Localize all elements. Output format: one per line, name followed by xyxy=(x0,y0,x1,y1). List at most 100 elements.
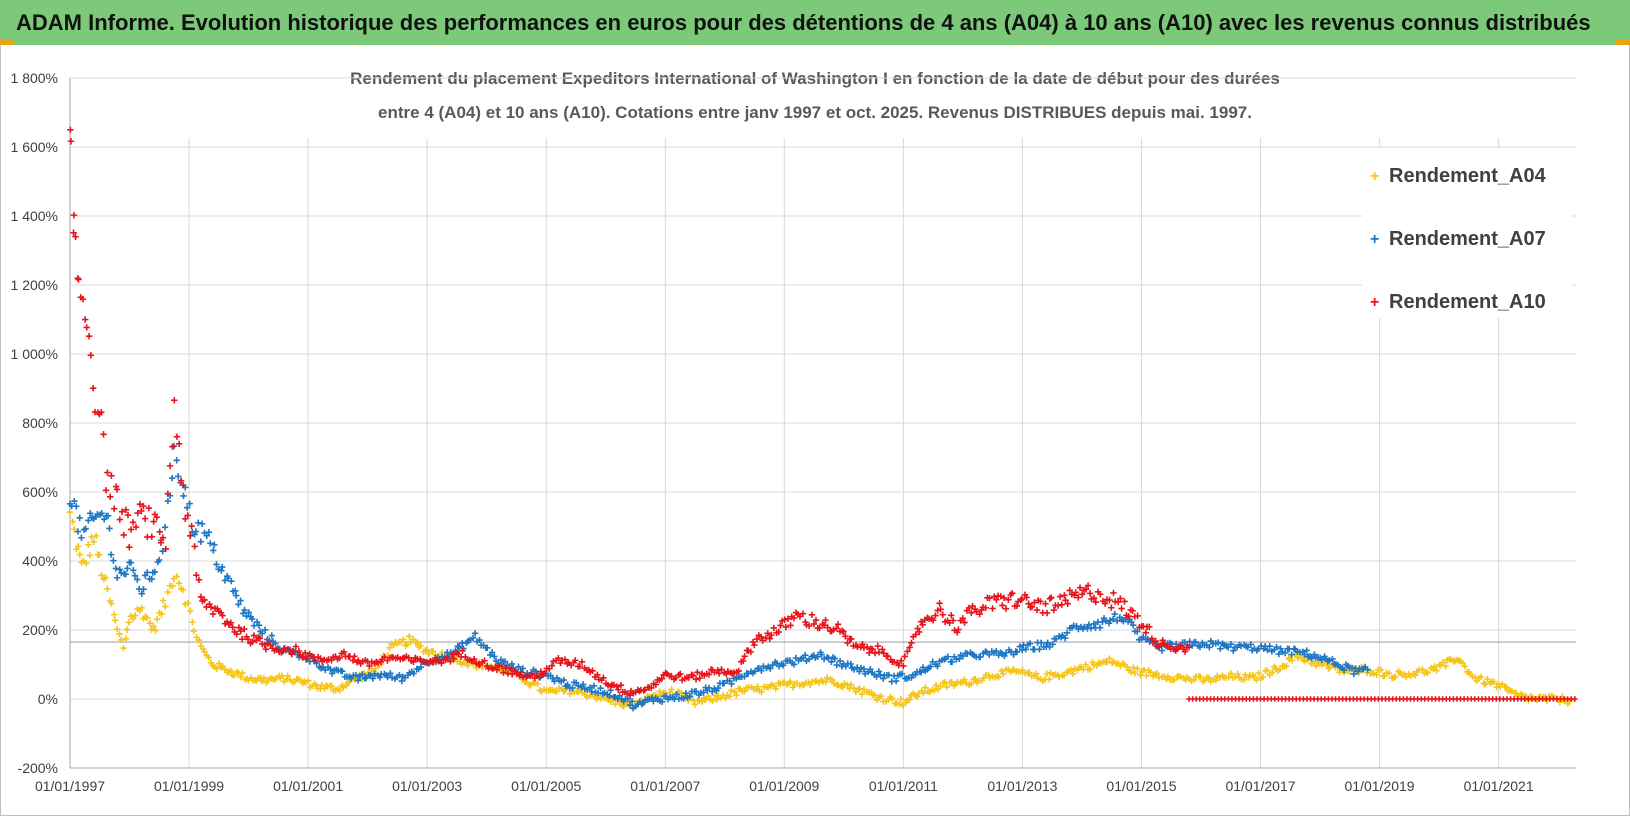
point-rendement-a10 xyxy=(517,669,525,676)
point-rendement-a10 xyxy=(108,472,115,479)
point-rendement-a10 xyxy=(447,658,454,665)
point-rendement-a10 xyxy=(787,622,794,629)
point-rendement-a07 xyxy=(682,689,690,697)
point-rendement-a10 xyxy=(561,656,569,663)
point-rendement-a07 xyxy=(78,534,85,541)
point-rendement-a07 xyxy=(597,684,604,692)
point-rendement-a07 xyxy=(359,671,366,678)
point-rendement-a10 xyxy=(1005,596,1012,603)
point-rendement-a04 xyxy=(98,572,105,579)
point-rendement-a07 xyxy=(1301,651,1308,658)
point-rendement-a04 xyxy=(70,526,78,533)
point-rendement-a10 xyxy=(153,514,161,521)
point-rendement-a10 xyxy=(908,639,915,647)
point-rendement-a10 xyxy=(336,654,343,662)
point-rendement-a04 xyxy=(125,619,133,626)
point-rendement-a04 xyxy=(1147,668,1154,676)
point-rendement-a07 xyxy=(456,643,463,651)
point-rendement-a10 xyxy=(1031,599,1038,606)
point-rendement-a07 xyxy=(195,519,202,526)
point-rendement-a04 xyxy=(1424,669,1431,677)
point-rendement-a10 xyxy=(548,662,556,669)
point-rendement-a04 xyxy=(93,532,100,540)
point-rendement-a07 xyxy=(302,656,310,663)
point-rendement-a04 xyxy=(131,612,139,619)
point-rendement-a10 xyxy=(572,657,579,664)
point-rendement-a04 xyxy=(1103,659,1111,666)
point-rendement-a04 xyxy=(709,697,716,705)
point-rendement-a04 xyxy=(713,696,721,703)
point-rendement-a04 xyxy=(583,693,591,701)
point-rendement-a10 xyxy=(968,609,975,616)
point-rendement-a10 xyxy=(136,501,144,508)
point-rendement-a10 xyxy=(126,544,133,551)
point-rendement-a10 xyxy=(302,649,309,657)
point-rendement-a04 xyxy=(741,687,748,695)
point-rendement-a04 xyxy=(994,672,1001,680)
point-rendement-a07 xyxy=(1044,639,1051,647)
point-rendement-a07 xyxy=(1215,639,1222,646)
point-rendement-a10 xyxy=(233,630,240,638)
point-rendement-a10 xyxy=(658,675,665,682)
point-rendement-a04 xyxy=(336,687,343,694)
point-rendement-a10 xyxy=(188,522,195,530)
point-rendement-a10 xyxy=(129,519,137,526)
point-rendement-a07 xyxy=(130,567,137,574)
point-rendement-a07 xyxy=(1109,615,1117,623)
point-rendement-a07 xyxy=(1096,624,1104,631)
point-rendement-a07 xyxy=(780,662,787,669)
point-rendement-a10 xyxy=(1042,600,1049,607)
point-rendement-a10 xyxy=(235,624,243,631)
point-rendement-a10 xyxy=(1115,598,1122,606)
point-rendement-a04 xyxy=(108,600,115,607)
point-rendement-a10 xyxy=(175,440,183,448)
point-rendement-a07 xyxy=(233,592,240,599)
point-rendement-a10 xyxy=(493,666,501,674)
point-rendement-a04 xyxy=(83,560,90,567)
point-rendement-a04 xyxy=(972,675,979,683)
point-rendement-a10 xyxy=(145,504,152,512)
point-rendement-a04 xyxy=(164,588,172,596)
point-rendement-a04 xyxy=(1043,670,1051,677)
point-rendement-a04 xyxy=(871,692,878,699)
point-rendement-a07 xyxy=(396,671,403,679)
point-rendement-a04 xyxy=(1069,670,1077,677)
point-rendement-a10 xyxy=(916,628,923,636)
point-rendement-a07 xyxy=(87,510,94,517)
point-rendement-a10 xyxy=(714,667,721,674)
point-rendement-a07 xyxy=(508,660,516,668)
legend-marker-a04: + xyxy=(1370,168,1379,185)
point-rendement-a04 xyxy=(1431,663,1438,670)
point-rendement-a10 xyxy=(1050,606,1058,614)
point-rendement-a04 xyxy=(1412,672,1419,679)
point-rendement-a10 xyxy=(600,674,607,681)
banner-corner-right xyxy=(1616,40,1630,45)
point-rendement-a04 xyxy=(146,620,154,627)
point-rendement-a04 xyxy=(123,626,131,633)
point-rendement-a07 xyxy=(417,664,425,671)
title-banner xyxy=(0,0,1630,45)
point-rendement-a10 xyxy=(959,615,966,622)
point-rendement-a04 xyxy=(160,597,167,604)
point-rendement-a07 xyxy=(847,660,855,668)
point-rendement-a10 xyxy=(982,604,989,611)
point-rendement-a04 xyxy=(789,684,797,691)
point-rendement-a07 xyxy=(240,610,247,617)
point-rendement-a07 xyxy=(248,615,256,623)
point-rendement-a07 xyxy=(1036,646,1043,653)
point-rendement-a04 xyxy=(403,641,411,648)
point-rendement-a04 xyxy=(787,678,794,685)
point-rendement-a04 xyxy=(839,684,846,691)
point-rendement-a10 xyxy=(589,667,596,675)
point-rendement-a10 xyxy=(1101,600,1109,607)
point-rendement-a07 xyxy=(237,597,244,604)
point-rendement-a10 xyxy=(805,622,813,630)
point-rendement-a04 xyxy=(102,574,109,581)
point-rendement-a10 xyxy=(790,614,798,622)
point-rendement-a07 xyxy=(205,528,213,536)
point-rendement-a10 xyxy=(782,623,790,631)
point-rendement-a04 xyxy=(1190,676,1198,684)
point-rendement-a07 xyxy=(919,664,927,671)
point-rendement-a07 xyxy=(648,694,656,701)
x-tick-label: 01/01/2011 xyxy=(869,778,938,794)
